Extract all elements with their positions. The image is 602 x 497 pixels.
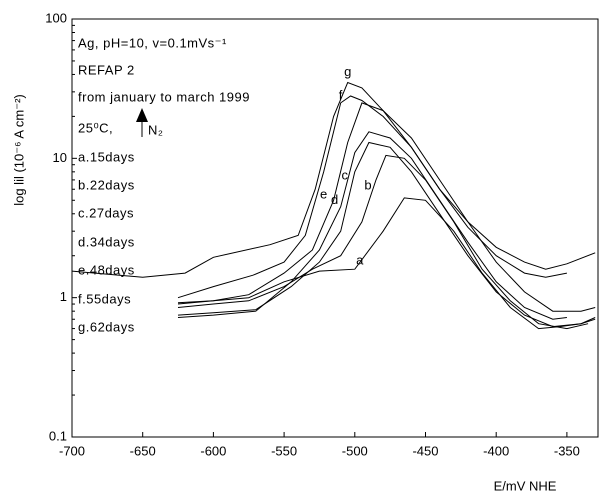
x-tick-label: -350 (554, 443, 580, 458)
annotation: g.62days (78, 319, 135, 334)
annotation: 25⁰C, (78, 120, 113, 135)
annotation: a.15days (78, 149, 135, 164)
curve-label: e (320, 187, 327, 202)
curve-label: c (342, 167, 349, 182)
curve-label: d (331, 192, 338, 207)
y-tick-label: 100 (45, 10, 67, 25)
curve-label: a (356, 253, 364, 268)
y-tick-label: 1 (60, 289, 67, 304)
y-tick-label: 0.1 (49, 428, 67, 443)
y-axis-label: log lil (10⁻⁶ A cm⁻²) (11, 94, 26, 206)
plot-frame (71, 18, 599, 438)
curve (177, 102, 596, 312)
annotation: f.55days (78, 291, 131, 306)
curve (177, 197, 596, 330)
annotation: REFAP 2 (78, 62, 135, 77)
annotation: c.27days (78, 205, 134, 220)
arrow-head (136, 108, 148, 122)
annotation: e.48days (78, 262, 135, 277)
x-tick-label: -650 (130, 443, 156, 458)
x-tick-label: -550 (271, 443, 297, 458)
x-axis-label: E/mV NHE (494, 478, 557, 493)
x-tick-label: -450 (412, 443, 438, 458)
curve (177, 141, 596, 328)
x-tick-label: -600 (200, 443, 226, 458)
curve (177, 95, 567, 299)
curve (71, 81, 596, 278)
annotation: from january to march 1999 (78, 89, 250, 104)
annotation: Ag, pH=10, v=0.1mVs⁻¹ (78, 35, 227, 50)
curve-label: b (364, 177, 371, 192)
x-tick-label: -500 (342, 443, 368, 458)
x-tick-label: -700 (59, 443, 85, 458)
curve-label: f (339, 87, 343, 102)
annotation: d.34days (78, 234, 135, 249)
x-tick-label: -400 (483, 443, 509, 458)
curve (177, 154, 589, 330)
annotation: N₂ (148, 122, 163, 137)
curve (177, 131, 567, 320)
y-tick-label: 10 (53, 150, 67, 165)
annotation: b.22days (78, 177, 135, 192)
curve-label: g (344, 64, 351, 79)
